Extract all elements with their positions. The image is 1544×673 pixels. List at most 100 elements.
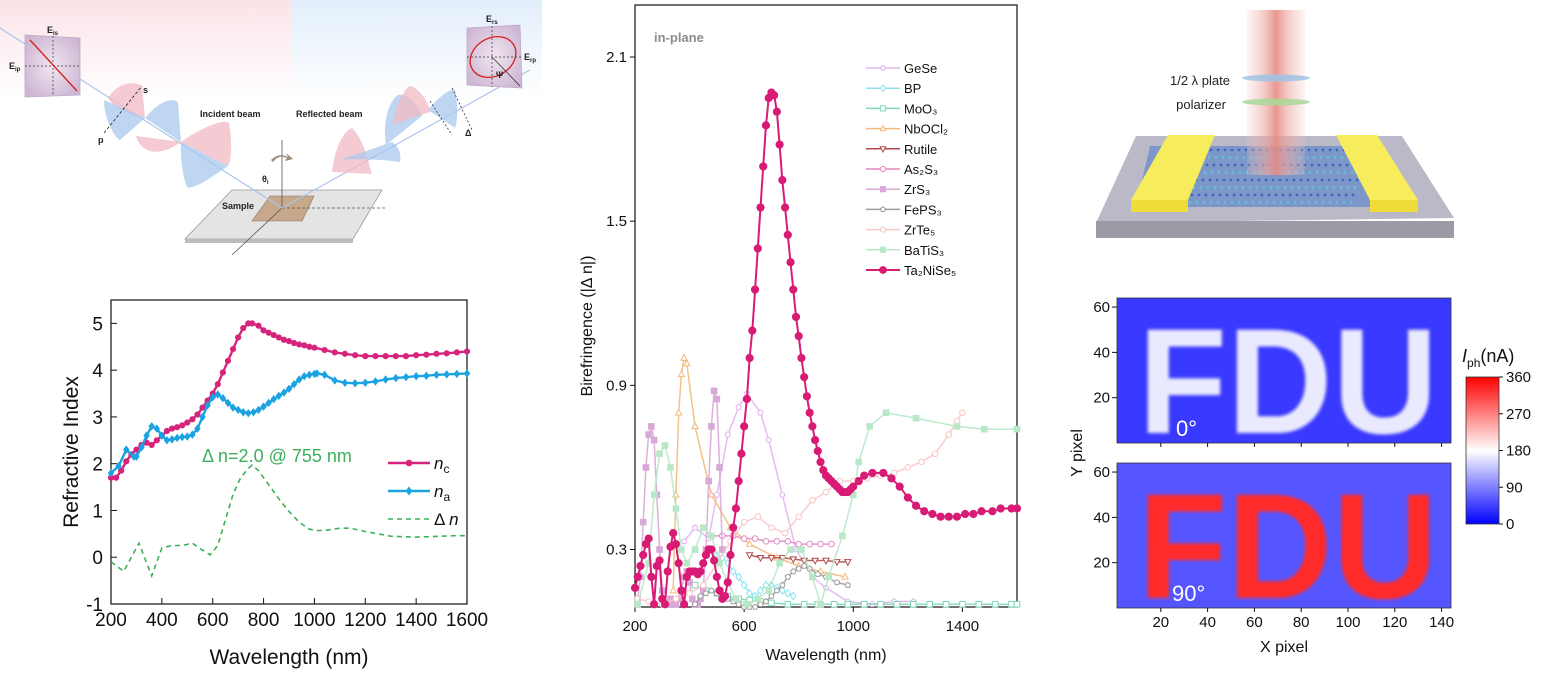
data-point — [433, 350, 440, 357]
data-point — [756, 555, 765, 563]
data-point — [882, 409, 890, 417]
lattice-atom — [1250, 178, 1254, 182]
data-point — [814, 570, 822, 577]
data-point — [331, 376, 339, 385]
lattice-atom — [1216, 201, 1220, 204]
x-tick-label: 40 — [1199, 614, 1216, 631]
sample-square — [251, 195, 315, 222]
lattice-atom — [1279, 201, 1283, 204]
data-point — [860, 471, 869, 480]
data-point — [813, 446, 822, 456]
data-point — [235, 334, 242, 341]
incident-wave-s3 — [181, 121, 232, 166]
series-ta2nise5 — [630, 88, 1022, 609]
y-tick-label: 5 — [92, 314, 103, 335]
legend: GeSe BP MoO₃ NbOCl₂ Rutile As₂S₃ ZrS₃ FePS₃ ZrTe… — [866, 61, 956, 278]
data-point — [784, 538, 792, 545]
label-e-rp: Erp — [524, 52, 536, 64]
legend-label: na — [434, 482, 450, 504]
data-point — [879, 468, 888, 478]
data-point — [768, 599, 775, 607]
right-electrode-side — [1370, 200, 1418, 212]
data-point — [123, 458, 130, 465]
refractive-index-chart: 200 400 600 800 1000 1200 1400 1600 -1 0 1 2 3 4 5 Wav… — [60, 299, 488, 669]
data-point — [280, 336, 288, 343]
data-point — [423, 351, 430, 358]
data-point — [189, 430, 196, 439]
data-point — [663, 567, 672, 576]
lattice-atom — [1237, 201, 1241, 204]
x-tick-label: 140 — [1429, 614, 1454, 631]
data-point — [341, 378, 349, 387]
lattice-atom — [1188, 201, 1192, 204]
lattice-atom — [1225, 193, 1229, 197]
lattice-atom — [1353, 186, 1357, 189]
colorbar-title: Iph(nA) — [1462, 346, 1514, 370]
data-point — [805, 408, 814, 417]
legend-item: GeSe — [866, 61, 937, 76]
data-point — [313, 369, 321, 378]
legend-label: MoO₃ — [904, 101, 937, 116]
legend-item: BP — [866, 81, 921, 96]
label-e-rs: Ers — [486, 14, 498, 26]
x-tick-label: 1200 — [344, 610, 386, 631]
data-point — [759, 162, 768, 171]
data-point — [296, 341, 303, 348]
data-point — [331, 349, 338, 356]
legend-marker — [879, 146, 887, 153]
heatmap-background — [1117, 298, 1451, 443]
data-point — [184, 419, 191, 426]
data-point — [280, 388, 288, 397]
lattice-atom — [1244, 201, 1248, 204]
data-point — [800, 600, 808, 608]
plot-frame — [110, 299, 468, 605]
lattice-atom — [1244, 148, 1248, 152]
lattice-atom — [1216, 148, 1220, 152]
reflected-wave-p3 — [428, 89, 458, 128]
y-tick-label: 20 — [1093, 555, 1110, 572]
data-point — [757, 409, 764, 416]
data-point — [255, 322, 262, 329]
lattice-atom — [1308, 171, 1312, 174]
legend-label: Δ n — [434, 510, 459, 529]
data-point — [118, 467, 125, 474]
legend-label: Ta₂NiSe₅ — [904, 263, 956, 278]
data-point — [757, 600, 764, 607]
data-point — [184, 432, 191, 441]
data-point — [229, 346, 237, 353]
data-point — [301, 372, 308, 381]
x-tick-label: 800 — [248, 610, 280, 631]
data-point — [707, 545, 716, 554]
legend-label: nc — [434, 454, 449, 476]
reflected-wave-p — [340, 142, 401, 162]
data-point — [270, 331, 277, 339]
y-axis-title: Refractive Index — [60, 376, 83, 528]
data-point — [745, 539, 754, 547]
data-point — [639, 550, 648, 560]
data-point — [682, 359, 691, 367]
heatmap-letters: FDU — [1138, 297, 1438, 465]
data-point — [975, 600, 983, 608]
data-point — [731, 504, 741, 513]
lattice-atom — [1288, 193, 1292, 197]
data-point — [817, 540, 824, 548]
lattice-atom — [1269, 186, 1273, 189]
data-point — [833, 578, 841, 586]
lattice-atom — [1314, 201, 1318, 204]
data-point — [800, 373, 809, 382]
data-point — [224, 357, 232, 364]
legend-marker — [405, 486, 413, 496]
data-point — [148, 422, 155, 431]
data-point — [453, 369, 461, 379]
x-tick-label: 1400 — [395, 610, 437, 631]
data-point — [810, 435, 820, 445]
lattice-atom — [1219, 163, 1223, 167]
y-axis-title: Y pixel — [1069, 429, 1086, 477]
lattice-atom — [1202, 201, 1206, 204]
data-point — [705, 477, 712, 485]
data-point — [743, 600, 751, 608]
data-point — [715, 586, 724, 595]
data-point — [751, 535, 759, 542]
lattice-atom — [1243, 178, 1247, 182]
data-point — [844, 581, 852, 588]
